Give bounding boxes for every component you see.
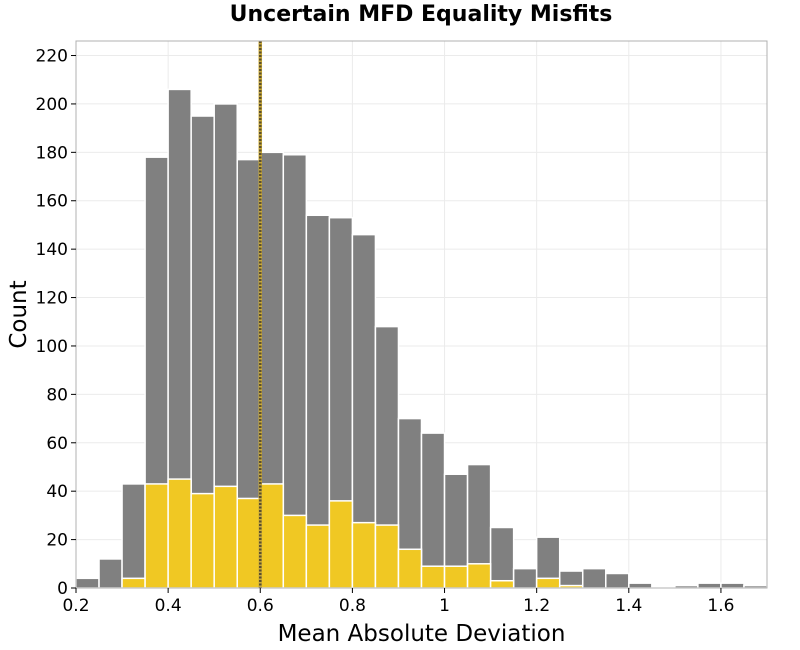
y-tick-label: 60	[46, 434, 68, 454]
subset-bar	[420, 565, 446, 589]
x-tick-label: 1	[439, 596, 450, 616]
total-bar	[605, 572, 630, 589]
y-axis-ticks: 0 20 40 60 80 100 120 140 160 180 200 220	[36, 47, 76, 599]
x-tick-label: 1.2	[523, 596, 550, 616]
x-tick-label: 1.4	[615, 596, 642, 616]
total-bar	[420, 432, 446, 589]
x-tick-label: 0.6	[247, 596, 274, 616]
subset-bar	[121, 577, 146, 589]
subset-bar	[443, 565, 469, 589]
subset-bar	[305, 524, 331, 589]
y-tick-label: 120	[36, 289, 68, 309]
total-bar	[121, 483, 146, 589]
y-tick-label: 220	[36, 47, 68, 67]
subset-bar	[190, 492, 215, 589]
subset-bar	[236, 497, 262, 589]
total-bar	[75, 577, 100, 589]
histogram-bars	[75, 88, 768, 589]
y-tick-label: 160	[36, 192, 68, 212]
x-tick-label: 0.2	[62, 596, 89, 616]
total-bar	[512, 567, 538, 589]
x-axis-title: Mean Absolute Deviation	[278, 621, 566, 647]
y-axis-title: Count	[6, 280, 32, 348]
subset-bar	[259, 483, 285, 589]
subset-bar	[397, 548, 423, 589]
plot-area-frame	[75, 40, 768, 589]
y-tick-label: 40	[46, 482, 68, 502]
total-bar	[581, 567, 607, 589]
total-bar	[697, 582, 722, 589]
y-tick-label: 180	[36, 143, 68, 163]
y-tick-label: 80	[46, 385, 68, 405]
x-tick-label: 0.4	[155, 596, 182, 616]
subset-bar	[466, 563, 492, 589]
y-tick-label: 200	[36, 95, 68, 115]
subset-bar	[144, 483, 169, 589]
subset-bar	[213, 485, 238, 589]
y-tick-label: 20	[46, 531, 68, 551]
y-tick-label: 100	[36, 337, 68, 357]
subset-bar	[535, 577, 561, 589]
subset-bar	[282, 514, 308, 589]
x-axis-ticks: 0.2 0.4 0.6 0.8 1 1.2 1.4 1.6	[62, 588, 734, 616]
subset-bar	[489, 579, 515, 589]
total-bar	[720, 582, 745, 589]
y-tick-label: 140	[36, 240, 68, 260]
subset-bar	[374, 524, 400, 589]
chart-title: Uncertain MFD Equality Misfits	[229, 2, 613, 27]
subset-bar	[328, 500, 354, 589]
x-tick-label: 1.6	[707, 596, 734, 616]
subset-bar	[351, 521, 377, 589]
x-tick-label: 0.8	[339, 596, 366, 616]
subset-bar	[167, 478, 192, 589]
total-bar	[628, 582, 653, 589]
y-tick-label: 0	[57, 579, 68, 599]
total-bar	[98, 558, 123, 589]
total-bar	[489, 526, 515, 589]
